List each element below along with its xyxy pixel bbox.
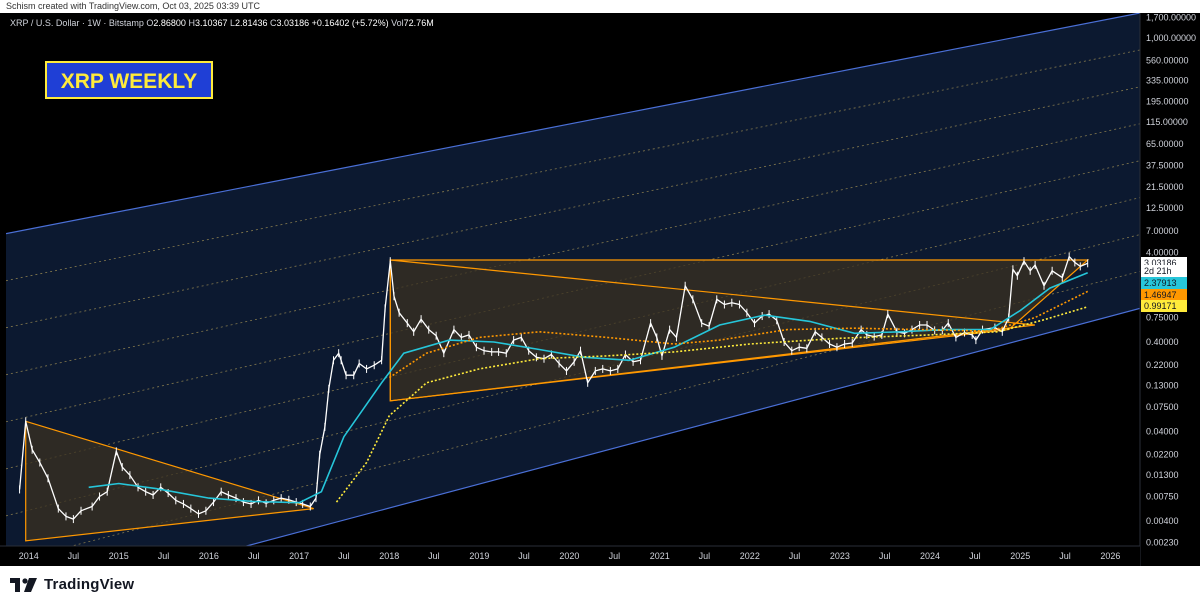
moving-average-line bbox=[388, 290, 1089, 379]
tradingview-brand: TradingView bbox=[44, 576, 135, 593]
price-axis-tick: 0.04000 bbox=[1146, 426, 1179, 436]
price-axis-tick: 0.00750 bbox=[1146, 492, 1179, 502]
time-axis-tick: Jul bbox=[879, 551, 891, 561]
price-axis-tick: 0.07500 bbox=[1146, 402, 1179, 412]
time-axis-tick: Jul bbox=[68, 551, 80, 561]
price-axis-tick: 1,700.00000 bbox=[1146, 12, 1196, 22]
channel-fib-line bbox=[6, 123, 1140, 376]
legend-part: 72.76M bbox=[404, 18, 434, 28]
time-axis-tick: Jul bbox=[699, 551, 711, 561]
title-badge-box bbox=[45, 61, 213, 99]
time-axis-tick: 2018 bbox=[379, 551, 399, 561]
legend-part: 3.03186 bbox=[277, 18, 312, 28]
time-axis-tick: 2025 bbox=[1010, 551, 1030, 561]
footer: TradingView bbox=[0, 566, 1200, 603]
price-tag: 2d 21h bbox=[1144, 266, 1172, 276]
price-axis-tick: 7.00000 bbox=[1146, 226, 1179, 236]
time-axis-tick: 2026 bbox=[1100, 551, 1120, 561]
time-axis-tick: Jul bbox=[1059, 551, 1071, 561]
price-tag: 0.99171 bbox=[1144, 301, 1177, 311]
price-tag-box bbox=[1141, 277, 1187, 289]
price-tag-box bbox=[1141, 300, 1187, 312]
price-axis-tick: 335.00000 bbox=[1146, 75, 1189, 85]
price-axis-tick: 0.02200 bbox=[1146, 450, 1179, 460]
price-axis-tick: 0.00400 bbox=[1146, 516, 1179, 526]
time-axis-tick: 2022 bbox=[740, 551, 760, 561]
price-axis-tick: 0.75000 bbox=[1146, 313, 1179, 323]
price-tag-box bbox=[1141, 265, 1187, 277]
time-axis-tick: Jul bbox=[248, 551, 260, 561]
price-chart[interactable]: XRP / U.S. Dollar · 1W · Bitstamp O2.868… bbox=[0, 0, 1200, 566]
triangle-pattern bbox=[25, 420, 314, 542]
time-axis-bg bbox=[0, 546, 1140, 566]
legend-part: 3.10367 bbox=[195, 18, 230, 28]
credit-line: Schism created with TradingView.com, Oct… bbox=[0, 0, 1200, 13]
time-axis-tick: 2019 bbox=[469, 551, 489, 561]
legend-part: L bbox=[230, 18, 235, 28]
title-badge: XRP WEEKLY bbox=[45, 61, 213, 99]
legend-part: O bbox=[146, 18, 153, 28]
time-axis-tick: 2015 bbox=[109, 551, 129, 561]
channel-fib-line bbox=[6, 197, 1140, 470]
price-axis-tick: 65.00000 bbox=[1146, 139, 1184, 149]
moving-average-line bbox=[335, 306, 1088, 503]
time-axis-tick: 2016 bbox=[199, 551, 219, 561]
time-axis-tick: 2021 bbox=[650, 551, 670, 561]
time-axis-tick: 2017 bbox=[289, 551, 309, 561]
triangle-pattern bbox=[389, 259, 1035, 402]
price-axis-tick: 195.00000 bbox=[1146, 96, 1189, 106]
price-axis-tick: 0.01300 bbox=[1146, 470, 1179, 480]
price-tag: 2.37913 bbox=[1144, 278, 1177, 288]
moving-average-line bbox=[88, 271, 1089, 504]
time-axis-tick: Jul bbox=[969, 551, 981, 561]
legend-part: 2.81436 bbox=[235, 18, 270, 28]
price-axis-tick: 560.00000 bbox=[1146, 55, 1189, 65]
price-axis-tick: 115.00000 bbox=[1146, 117, 1188, 127]
price-axis-tick: 1,000.00000 bbox=[1146, 33, 1196, 43]
price-tag-box bbox=[1141, 289, 1187, 301]
legend-part: 2.86800 bbox=[153, 18, 188, 28]
channel-lower-line bbox=[244, 307, 1140, 546]
tradingview-logo[interactable]: TradingView bbox=[10, 576, 134, 593]
price-axis-tick: 21.50000 bbox=[1146, 182, 1184, 192]
title-badge-text: XRP WEEKLY bbox=[61, 70, 198, 93]
time-axis-tick: Jul bbox=[428, 551, 440, 561]
price-tag: 1.46947 bbox=[1144, 290, 1177, 300]
time-axis-tick: 2023 bbox=[830, 551, 850, 561]
channel-fib-line bbox=[6, 86, 1140, 329]
time-axis-tick: Jul bbox=[518, 551, 530, 561]
time-axis-tick: 2020 bbox=[559, 551, 579, 561]
channel-upper-line bbox=[6, 13, 1140, 235]
time-axis-tick: Jul bbox=[338, 551, 350, 561]
tradingview-logo-icon bbox=[10, 577, 37, 592]
price-axis-tick: 0.22000 bbox=[1146, 360, 1179, 370]
time-axis-tick: Jul bbox=[789, 551, 801, 561]
legend-part: C bbox=[270, 18, 277, 28]
time-axis-tick: Jul bbox=[609, 551, 621, 561]
legend-part: H bbox=[188, 18, 195, 28]
time-axis-tick: 2014 bbox=[19, 551, 39, 561]
ohlc-legend: XRP / U.S. Dollar · 1W · Bitstamp O2.868… bbox=[10, 18, 434, 28]
legend-part: +0.16402 (+5.72%) bbox=[312, 18, 392, 28]
legend-part: Vol bbox=[391, 18, 404, 28]
legend-part: XRP / U.S. Dollar · 1W · Bitstamp bbox=[10, 18, 146, 28]
price-axis-tick: 4.00000 bbox=[1146, 248, 1179, 258]
price-axis-tick: 12.50000 bbox=[1146, 203, 1184, 213]
plot-layer bbox=[6, 13, 1140, 546]
time-axis-tick: Jul bbox=[158, 551, 170, 561]
time-axis-tick: 2024 bbox=[920, 551, 940, 561]
price-axis-tick: 37.50000 bbox=[1146, 161, 1184, 171]
price-axis-tick: 0.13000 bbox=[1146, 381, 1179, 391]
price-tag: 3.03186 bbox=[1144, 258, 1177, 268]
price-axis-tick: 0.40000 bbox=[1146, 337, 1179, 347]
price-axis-tick: 0.00230 bbox=[1146, 537, 1179, 547]
